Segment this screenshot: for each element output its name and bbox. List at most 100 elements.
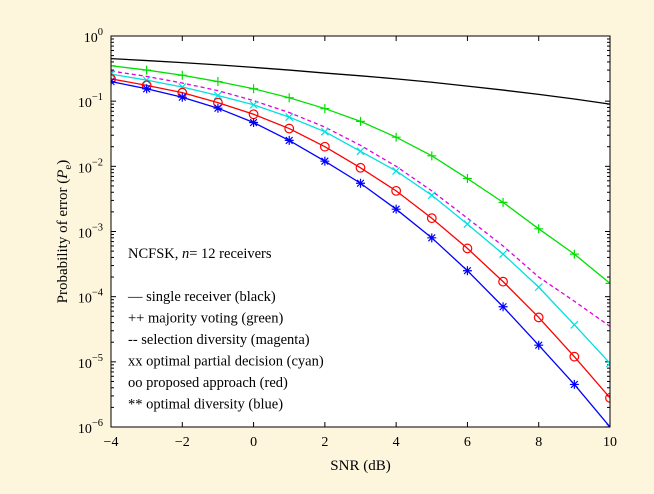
data-point-optimal-partial (427, 191, 436, 200)
legend-entry: xx optimal partial decision (cyan) (128, 354, 324, 370)
annotation-text: NCFSK, n= 12 receivers (128, 246, 272, 262)
x-axis-title: SNR (dB) (330, 458, 390, 474)
y-tick-exponent: −1 (92, 92, 103, 103)
y-tick-exponent: −3 (92, 223, 103, 234)
data-point-optimal-diversity (142, 84, 152, 94)
data-point-optimal-diversity (569, 379, 579, 389)
data-point-majority (462, 174, 472, 184)
data-point-majority (249, 84, 259, 94)
data-point-proposed (319, 141, 330, 152)
x-tick-label: 2 (321, 435, 328, 450)
y-tick-base: 10 (78, 357, 92, 372)
y-tick-exponent: −5 (92, 353, 103, 364)
y-tick-exponent: −6 (92, 418, 103, 429)
series-optimal-partial (111, 70, 610, 368)
y-tick-label: 10−1 (78, 92, 103, 111)
x-tick-label: 0 (250, 435, 257, 450)
data-point-majority (111, 61, 116, 71)
data-point-majority (534, 224, 544, 234)
data-point-optimal-diversity (391, 204, 401, 214)
data-point-optimal-partial (213, 91, 222, 100)
x-tick-label: 10 (603, 435, 617, 450)
y-tick-base: 10 (78, 161, 92, 176)
data-point-optimal-partial (356, 147, 365, 156)
y-tick-base: 10 (78, 422, 92, 437)
y-axis-title-subscript: e (62, 165, 74, 170)
data-point-proposed (426, 213, 437, 224)
series-line-proposed (111, 78, 610, 399)
data-point-optimal-diversity (498, 302, 508, 312)
plot-frame (110, 35, 611, 428)
data-point-proposed (498, 276, 508, 287)
data-point-proposed (284, 123, 295, 134)
legend-entry: -- selection diversity (magenta) (128, 332, 310, 348)
data-point-optimal-partial (534, 283, 543, 292)
y-tick-label: 10−6 (78, 418, 103, 437)
annotation-suffix: = 12 receivers (189, 246, 272, 262)
y-tick-label: 100 (84, 27, 103, 46)
data-point-optimal-partial (285, 113, 294, 122)
data-point-optimal-partial (392, 166, 401, 175)
data-point-proposed (355, 162, 366, 173)
data-point-optimal-diversity (462, 266, 472, 276)
data-point-optimal-partial (463, 220, 472, 229)
data-point-majority (177, 70, 187, 80)
data-point-optimal-partial (142, 76, 151, 85)
series-majority (111, 61, 610, 288)
data-point-proposed (605, 392, 610, 403)
y-tick-label: 10−3 (78, 223, 103, 242)
data-point-optimal-partial (320, 127, 329, 136)
legend-entry: — single receiver (black) (127, 289, 276, 305)
legend: — single receiver (black) ++ majority vot… (127, 289, 324, 413)
data-point-optimal-partial (499, 250, 508, 259)
series-line-single (111, 57, 610, 105)
data-point-proposed (533, 312, 544, 323)
data-point-optimal-diversity (284, 135, 294, 145)
data-point-optimal-diversity (213, 103, 223, 113)
legend-entry: ** optimal diversity (blue) (128, 397, 283, 413)
data-point-majority (391, 132, 401, 142)
data-point-proposed (111, 73, 116, 84)
y-tick-label: 10−4 (78, 288, 104, 307)
data-point-optimal-diversity (427, 233, 437, 243)
x-tick-label: 6 (464, 435, 471, 450)
data-point-majority (142, 65, 152, 75)
y-tick-base: 10 (84, 31, 98, 46)
y-tick-label: 10−5 (78, 353, 103, 372)
y-axis-title-main: Probability of error ( (55, 179, 71, 304)
legend-entry: ++ majority voting (green) (128, 311, 283, 327)
data-point-majority (213, 77, 223, 87)
data-point-majority (498, 197, 508, 207)
x-tick-label: −2 (175, 435, 190, 450)
data-point-optimal-partial (605, 359, 610, 368)
y-tick-base: 10 (78, 227, 92, 242)
data-point-optimal-partial (570, 320, 579, 329)
data-point-optimal-partial (249, 100, 258, 109)
data-point-proposed (391, 185, 402, 196)
legend-entry: oo proposed approach (red) (128, 375, 288, 391)
y-axis-title: Probability of error (Pe) (55, 160, 74, 304)
y-tick-base: 10 (78, 96, 92, 111)
series-group (111, 57, 610, 427)
x-tick-label: −4 (104, 435, 119, 450)
y-tick-exponent: −2 (92, 157, 103, 168)
data-point-majority (605, 278, 610, 288)
series-line-selection (111, 70, 610, 327)
y-axis-title-close: ) (55, 160, 71, 165)
data-point-proposed (462, 243, 473, 254)
data-point-optimal-diversity (177, 92, 187, 102)
data-point-optimal-diversity (356, 178, 365, 188)
data-point-optimal-diversity (534, 340, 544, 350)
data-point-majority (284, 93, 294, 103)
data-point-majority (356, 116, 365, 126)
y-tick-base: 10 (78, 292, 92, 307)
series-single (111, 57, 610, 105)
y-tick-label: 10−2 (78, 157, 103, 176)
y-axis-title-symbol: P (55, 170, 71, 180)
data-point-optimal-diversity (249, 118, 259, 128)
data-point-majority (427, 151, 437, 161)
data-point-majority (569, 249, 579, 259)
annotation-prefix: NCFSK, (128, 246, 182, 262)
